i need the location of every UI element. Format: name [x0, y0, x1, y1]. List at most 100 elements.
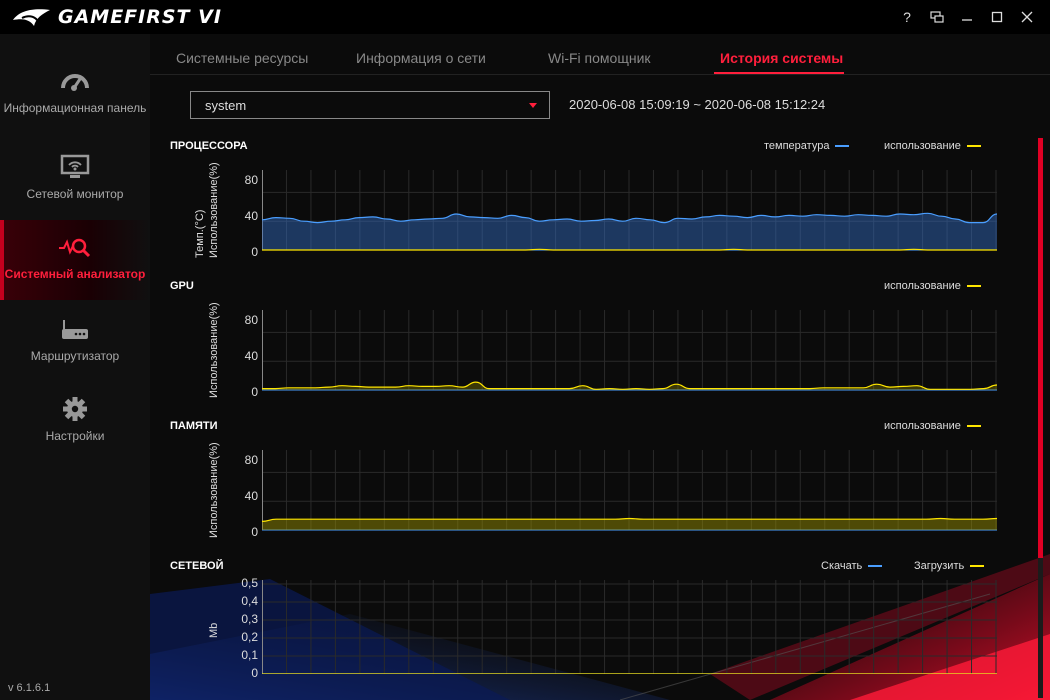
speedometer-icon [61, 74, 89, 91]
sidebar-item-network-monitor[interactable]: Сетевой монитор [0, 154, 150, 202]
tab-system-resources[interactable]: Системные ресурсы [176, 50, 309, 66]
memory-ylabel: Использование(%) [208, 442, 220, 538]
sidebar-item-dashboard[interactable]: Информационная панель [0, 68, 150, 116]
title-bar: GAMEFIRST VI ? [0, 0, 1050, 34]
network-legend-download: Скачать [821, 560, 883, 572]
active-tab-underline [714, 72, 844, 75]
legend-label: использование [884, 280, 961, 292]
network-legend-upload: Загрузить [914, 560, 985, 572]
main-panel: Системные ресурсы Информация о сети Wi-F… [150, 34, 1050, 700]
sidebar-item-label: Маршрутизатор [30, 349, 120, 363]
legend-swatch [868, 565, 883, 567]
cpu-ytick: 80 [244, 173, 258, 187]
minimize-button[interactable] [952, 6, 982, 28]
gear-icon [63, 397, 87, 421]
network-ytick: 0,4 [241, 594, 258, 608]
gpu-ytick: 80 [244, 313, 258, 327]
series-area [262, 382, 997, 390]
cpu-legend-usage: использование [884, 140, 981, 152]
scrollbar-thumb[interactable] [1038, 138, 1043, 558]
memory-chart [262, 450, 997, 531]
cpu-legend-temperature: температура [764, 140, 850, 152]
help-button[interactable]: ? [903, 9, 911, 25]
network-ytick: 0,1 [241, 648, 258, 662]
legend-label: использование [884, 420, 961, 432]
network-chart [262, 580, 997, 674]
series-line [262, 517, 997, 522]
gpu-legend-usage: использование [884, 280, 981, 292]
network-ytick: 0,3 [241, 612, 258, 626]
series-line [262, 212, 997, 224]
network-section-title: СЕТЕВОЙ [170, 560, 224, 572]
tab-network-info[interactable]: Информация о сети [356, 50, 486, 66]
monitor-icon [60, 154, 90, 178]
vertical-scrollbar[interactable] [1038, 138, 1043, 698]
memory-ytick: 80 [244, 453, 258, 467]
sidebar-active-indicator [0, 220, 4, 300]
cpu-chart [262, 170, 997, 251]
tabs-divider [150, 74, 1050, 75]
cpu-ylabel-usage: Использование(%) [208, 162, 220, 258]
legend-swatch [966, 145, 981, 147]
sidebar: Информационная панель Сетевой монитор Си… [0, 34, 150, 700]
legend-swatch [970, 565, 985, 567]
sidebar-item-settings[interactable]: Настройки [0, 396, 150, 444]
tab-wifi-assistant[interactable]: Wi-Fi помощник [548, 50, 651, 66]
gpu-section-title: GPU [170, 280, 194, 292]
legend-label: Скачать [821, 560, 863, 572]
select-value: system [205, 98, 247, 113]
series-line [262, 381, 997, 390]
network-ytick: 0,5 [241, 576, 258, 590]
app-logo: GAMEFIRST VI [12, 4, 222, 30]
close-button[interactable] [1012, 6, 1042, 28]
mini-mode-icon [930, 11, 944, 23]
sidebar-item-system-analyzer[interactable]: Системный анализатор [0, 234, 150, 282]
gpu-chart [262, 310, 997, 391]
memory-section-title: ПАМЯТИ [170, 420, 218, 432]
cpu-ytick: 40 [244, 209, 258, 223]
network-ytick: 0,2 [241, 630, 258, 644]
window-controls: ? [892, 6, 1042, 28]
memory-ytick: 40 [244, 489, 258, 503]
series-line [262, 248, 997, 251]
maximize-icon [991, 11, 1003, 23]
series-area [262, 518, 997, 530]
cpu-ytick: 0 [251, 245, 258, 259]
sidebar-item-label: Сетевой монитор [26, 187, 124, 201]
legend-label: Загрузить [914, 560, 965, 572]
app-title: GAMEFIRST VI [58, 6, 222, 28]
chevron-down-icon [529, 103, 537, 108]
background-decoration [150, 554, 1050, 700]
pulse-search-icon [59, 238, 91, 258]
legend-swatch [966, 285, 981, 287]
close-icon [1021, 11, 1033, 23]
legend-swatch [835, 145, 850, 147]
gpu-ytick: 0 [251, 385, 258, 399]
rog-eye-icon [13, 9, 50, 26]
cpu-ylabel-temp: Темп.(°C) [194, 209, 206, 258]
maximize-button[interactable] [982, 6, 1012, 28]
mini-mode-button[interactable] [922, 6, 952, 28]
sidebar-item-label: Информационная панель [3, 101, 147, 115]
router-icon [62, 320, 88, 339]
sidebar-item-label: Настройки [45, 429, 105, 443]
version-label: v 6.1.6.1 [8, 682, 51, 694]
legend-label: использование [884, 140, 961, 152]
minimize-icon [962, 19, 972, 21]
gpu-ytick: 40 [244, 349, 258, 363]
network-ylabel: Mb [208, 622, 220, 638]
history-source-select[interactable]: system [190, 91, 550, 119]
memory-legend-usage: использование [884, 420, 981, 432]
legend-swatch [966, 425, 981, 427]
series-area [262, 213, 997, 250]
sidebar-item-label: Системный анализатор [4, 267, 146, 281]
legend-label: температура [764, 140, 830, 152]
network-ytick: 0 [251, 666, 258, 680]
memory-ytick: 0 [251, 525, 258, 539]
cpu-section-title: ПРОЦЕССОРА [170, 140, 248, 152]
tab-system-history[interactable]: История системы [720, 50, 844, 66]
gpu-ylabel: Использование(%) [208, 302, 220, 398]
date-range: 2020-06-08 15:09:19 ~ 2020-06-08 15:12:2… [569, 97, 826, 112]
sidebar-item-router[interactable]: Маршрутизатор [0, 316, 150, 364]
sidebar-active-highlight [0, 220, 150, 300]
